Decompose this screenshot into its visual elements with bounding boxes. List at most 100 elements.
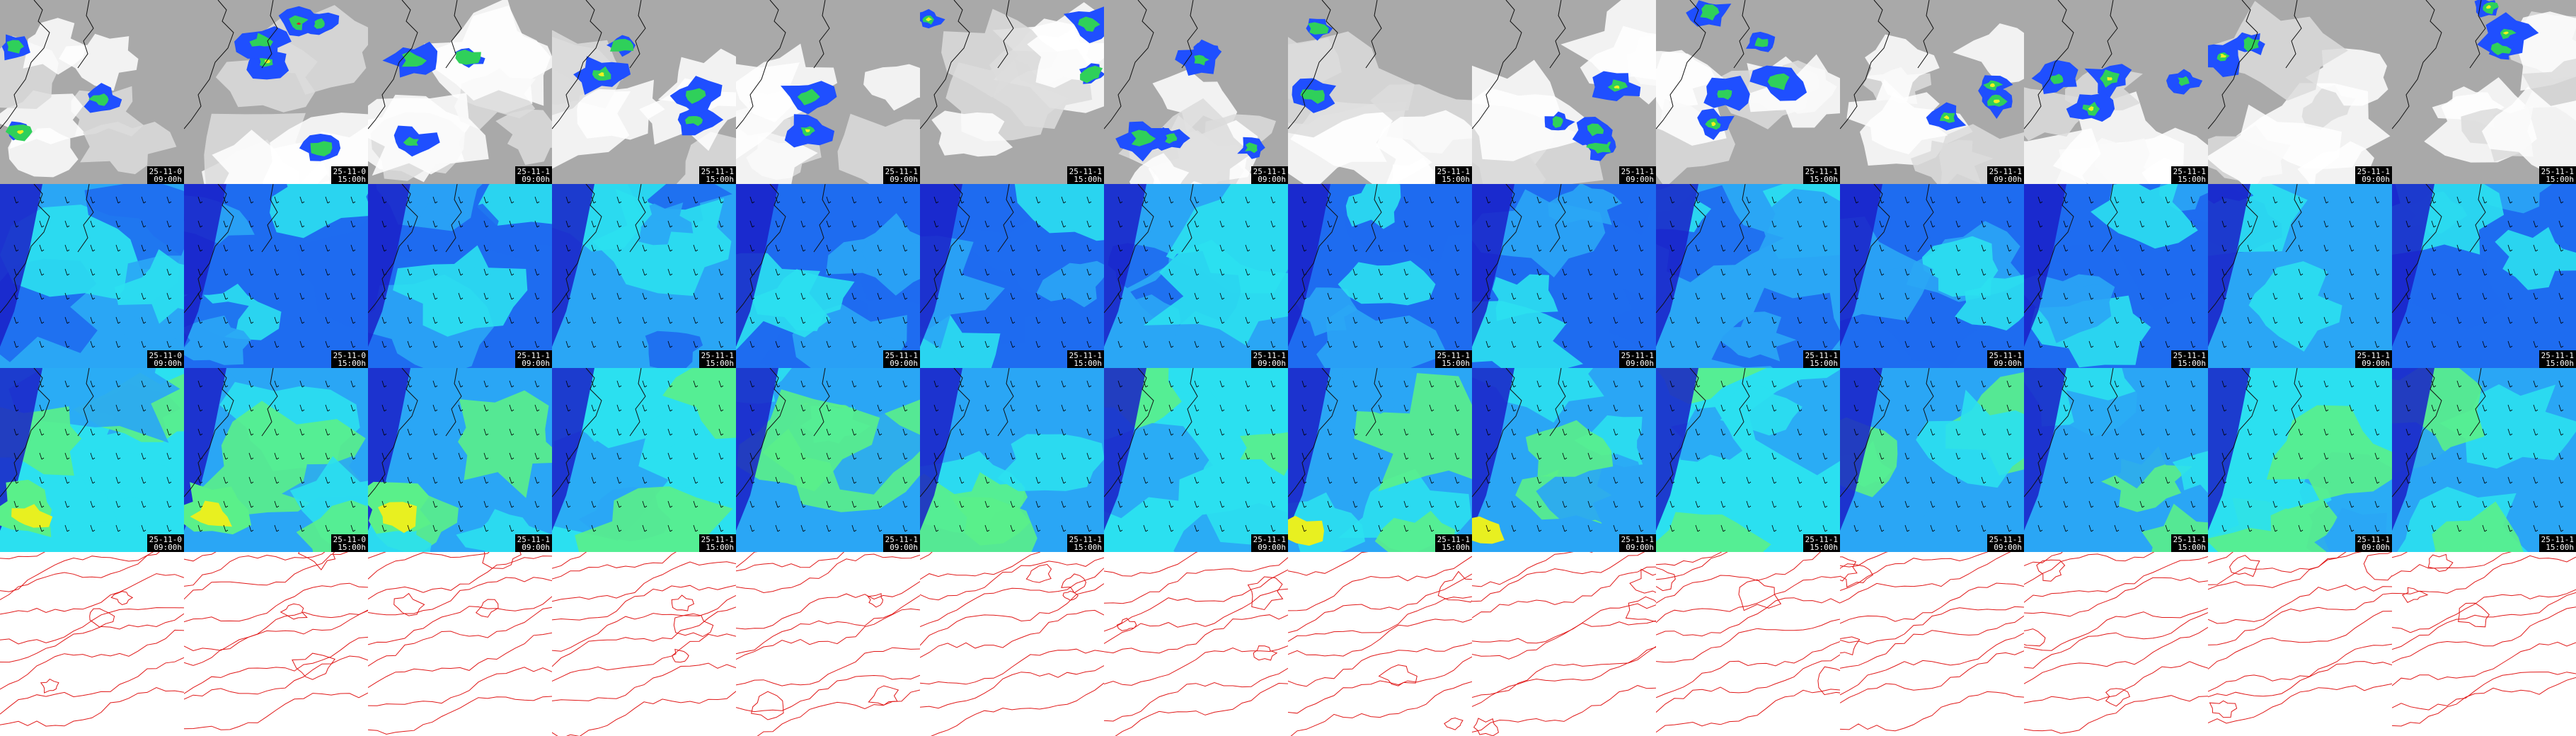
timestamp-date: 25-11-1 bbox=[1621, 351, 1654, 360]
wind-barb-icon bbox=[483, 340, 489, 348]
wind-barb-icon bbox=[1327, 244, 1333, 252]
wind-barb-icon bbox=[2298, 380, 2304, 388]
timestamp-time: 09:00h bbox=[890, 543, 918, 552]
wind-barb-icon bbox=[90, 196, 96, 204]
wind-barb-icon bbox=[1061, 524, 1066, 532]
wind-barb-icon bbox=[933, 196, 939, 204]
wind-barb-icon bbox=[1327, 292, 1333, 300]
wind-barb-icon bbox=[2190, 452, 2196, 460]
wind-barb-icon bbox=[166, 220, 172, 228]
wind-barb-icon bbox=[1638, 476, 1644, 484]
wind-barb-icon bbox=[1879, 268, 1885, 276]
wind-barb-icon bbox=[1194, 500, 1200, 508]
wind-barb-icon bbox=[509, 404, 514, 412]
wind-barb-icon bbox=[1168, 380, 1174, 388]
wind-barb-icon bbox=[534, 380, 540, 388]
wind-barb-icon bbox=[1352, 292, 1358, 300]
timestamp-date: 25-11-1 bbox=[1805, 535, 1838, 544]
wind-barb-icon bbox=[141, 244, 146, 252]
wind-barb-icon bbox=[1378, 476, 1384, 484]
isobar-line bbox=[1288, 556, 1472, 611]
wind-barb-icon bbox=[959, 476, 965, 484]
wind-barb-icon bbox=[616, 452, 622, 460]
isobar-line bbox=[2024, 577, 2208, 617]
timestamp-time: 09:00h bbox=[2362, 359, 2390, 368]
wind-barb-icon bbox=[1981, 196, 1986, 204]
wind-barb-icon bbox=[2298, 476, 2304, 484]
wind-barb-icon bbox=[1771, 196, 1777, 204]
isobar-line bbox=[2024, 695, 2208, 734]
wind-barb-icon bbox=[1695, 220, 1701, 228]
isobar-line bbox=[920, 665, 1104, 709]
wind-barb-icon bbox=[693, 452, 698, 460]
wind-barb-icon bbox=[2221, 380, 2227, 388]
wind-barb-icon bbox=[2063, 404, 2069, 412]
isobar-loop bbox=[1437, 570, 1472, 603]
timestamp-badge: 25-11-0 09:00h bbox=[146, 534, 184, 552]
wind-barb-icon bbox=[13, 316, 19, 324]
wind-barb-icon bbox=[1930, 316, 1936, 324]
wind-barb-icon bbox=[1562, 316, 1568, 324]
wind-barb-icon bbox=[933, 316, 939, 324]
wind-barb-icon bbox=[749, 380, 755, 388]
wind-barb-icon bbox=[1669, 196, 1675, 204]
wind-barb-icon bbox=[483, 404, 489, 412]
wind-barb-icon bbox=[1746, 292, 1752, 300]
wind-barb-icon bbox=[2482, 244, 2488, 252]
wind-barb-icon bbox=[1429, 220, 1434, 228]
wind-barb-icon bbox=[2558, 404, 2564, 412]
wind-barb-icon bbox=[483, 500, 489, 508]
wind-barb-icon bbox=[616, 244, 622, 252]
wind-barb-icon bbox=[1853, 524, 1859, 532]
wind-barb-icon bbox=[984, 428, 990, 436]
wind-barb-icon bbox=[458, 340, 464, 348]
timestamp-badge: 25-11-1 15:00h bbox=[1066, 350, 1104, 368]
wind-barb-icon bbox=[2190, 220, 2196, 228]
isobar-line bbox=[736, 552, 845, 572]
wind-barb-icon bbox=[826, 316, 832, 324]
pressure-contours-panel bbox=[2392, 552, 2576, 736]
wind-barb-icon bbox=[565, 340, 571, 348]
isobar-line bbox=[757, 689, 920, 736]
wind-barb-icon bbox=[1168, 316, 1174, 324]
wind-barb-icon bbox=[1879, 380, 1885, 388]
wind-barb-icon bbox=[1930, 428, 1936, 436]
wind-barb-icon bbox=[299, 524, 305, 532]
isobar-line bbox=[2392, 606, 2576, 663]
wind-barb-icon bbox=[166, 244, 172, 252]
wind-barb-icon bbox=[1429, 292, 1434, 300]
wind-barb-icon bbox=[2037, 380, 2043, 388]
wind-barb-icon bbox=[458, 196, 464, 204]
wind-barb-icon bbox=[1194, 316, 1200, 324]
wind-barb-icon bbox=[64, 292, 70, 300]
wind-barb-icon bbox=[1955, 244, 1961, 252]
wind-barb-icon bbox=[616, 196, 622, 204]
wind-barb-icon bbox=[749, 428, 755, 436]
wind-barb-icon bbox=[223, 268, 229, 276]
wind-barb-icon bbox=[1981, 340, 1986, 348]
isobar-line bbox=[1288, 552, 1369, 576]
wind-barb-icon bbox=[1955, 500, 1961, 508]
wind-barb-icon bbox=[2482, 220, 2488, 228]
wind-barb-icon bbox=[39, 340, 45, 348]
wind-barb-icon bbox=[1168, 196, 1174, 204]
timestamp-time: 09:00h bbox=[154, 175, 182, 184]
wind-barb-icon bbox=[2114, 220, 2120, 228]
wind-barb-icon bbox=[483, 220, 489, 228]
wind-barb-icon bbox=[2298, 524, 2304, 532]
isobar-line bbox=[931, 682, 1104, 736]
wind-barb-icon bbox=[299, 292, 305, 300]
coastline-icon bbox=[1104, 368, 1198, 498]
wind-barb-icon bbox=[115, 380, 121, 388]
wind-barb-icon bbox=[2190, 500, 2196, 508]
wind-barb-icon bbox=[1194, 292, 1200, 300]
timestamp-date: 25-11-1 bbox=[1069, 535, 1102, 544]
wind-barb-icon bbox=[2298, 316, 2304, 324]
wind-barb-icon bbox=[381, 404, 387, 412]
wind-barb-icon bbox=[1511, 380, 1517, 388]
timestamp-badge: 25-11-1 15:00h bbox=[2170, 166, 2208, 184]
wind-barb-icon bbox=[1245, 524, 1250, 532]
coastline-icon bbox=[368, 0, 462, 130]
wind-barb-icon bbox=[350, 476, 356, 484]
isobar-loop bbox=[1247, 576, 1284, 611]
